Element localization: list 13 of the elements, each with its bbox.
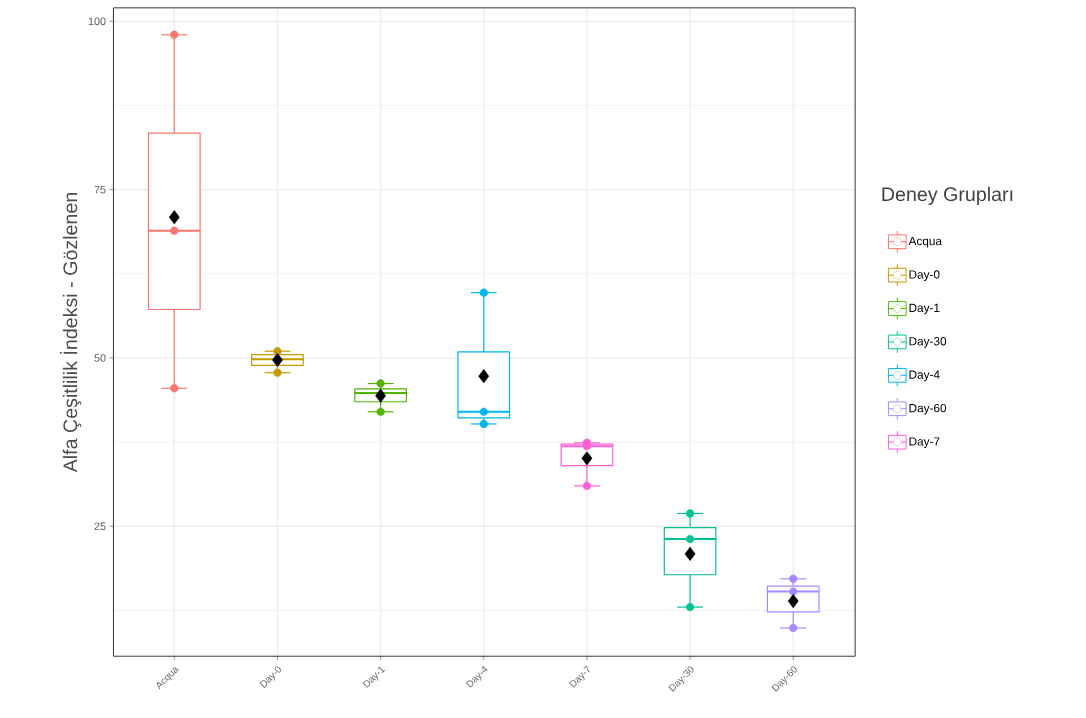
legend-label: Day-0 xyxy=(909,270,940,281)
y-tick-label: 25 xyxy=(94,522,106,531)
y-tick-label: 75 xyxy=(94,185,106,194)
y-tick-label: 100 xyxy=(88,17,106,26)
legend-label: Acqua xyxy=(908,236,942,248)
legend-label: Day-4 xyxy=(909,370,940,382)
legend-label: Day-1 xyxy=(909,303,940,315)
legend-label: Day-30 xyxy=(909,337,947,348)
legend-label: Day-7 xyxy=(909,437,940,448)
legend-label: Day-60 xyxy=(909,403,947,415)
y-axis-title: Alfa Çeşitlilik İndeksi - Gözlenen xyxy=(60,192,82,473)
legend-title: Deney Grupları xyxy=(882,186,1013,205)
y-tick-label: 50 xyxy=(94,354,106,362)
